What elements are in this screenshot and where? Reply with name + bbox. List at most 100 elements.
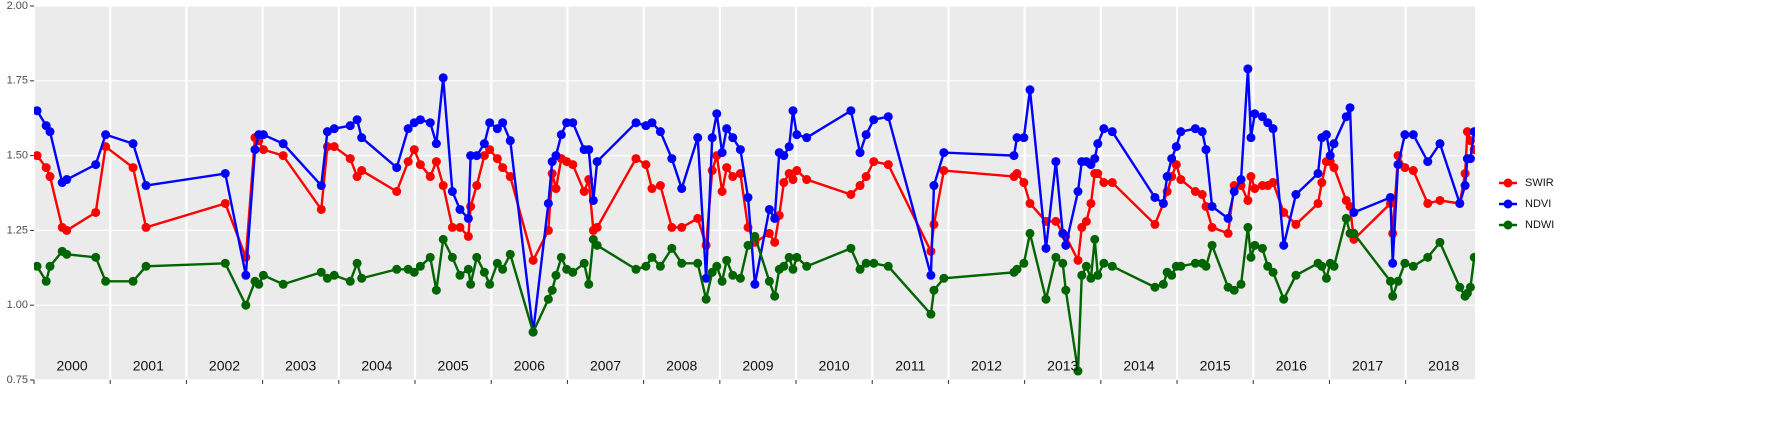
point <box>431 285 441 295</box>
point <box>1257 243 1267 253</box>
point <box>701 273 711 283</box>
point <box>62 225 72 235</box>
point <box>329 142 339 152</box>
point <box>258 270 268 280</box>
point <box>357 273 367 283</box>
point <box>1041 294 1051 304</box>
point <box>1250 109 1260 119</box>
point <box>926 309 936 319</box>
year-label: 2009 <box>742 358 773 374</box>
point <box>1329 139 1339 149</box>
point <box>1321 130 1331 140</box>
point <box>677 184 687 194</box>
point <box>1207 222 1217 232</box>
point <box>472 181 482 191</box>
point <box>1465 282 1475 292</box>
point <box>1051 157 1061 167</box>
point <box>62 175 72 185</box>
point <box>1423 252 1433 262</box>
point <box>735 273 745 283</box>
point <box>1207 240 1217 250</box>
point <box>141 261 151 271</box>
point <box>784 142 794 152</box>
point <box>1313 169 1323 179</box>
point <box>447 252 457 262</box>
plot-marks <box>34 64 1475 376</box>
point <box>101 276 111 286</box>
point <box>1197 189 1207 199</box>
point <box>551 184 561 194</box>
point <box>770 291 780 301</box>
point <box>655 127 665 137</box>
point <box>1408 130 1418 140</box>
point <box>1190 187 1200 197</box>
point <box>556 130 566 140</box>
point <box>505 249 515 259</box>
point <box>1257 112 1267 122</box>
point <box>62 249 72 259</box>
point <box>1081 216 1091 226</box>
point <box>764 276 774 286</box>
point <box>1086 198 1096 208</box>
point <box>316 204 326 214</box>
point <box>141 222 151 232</box>
point <box>220 169 230 179</box>
point <box>792 166 802 176</box>
point <box>466 279 476 289</box>
point <box>1073 187 1083 197</box>
point <box>779 178 789 188</box>
point <box>455 270 465 280</box>
point <box>1167 154 1177 164</box>
point <box>792 130 802 140</box>
year-label: 2011 <box>895 358 925 374</box>
y-tick-label: 2.00 <box>7 0 28 12</box>
point <box>655 181 665 191</box>
point <box>505 136 515 146</box>
point <box>505 172 515 182</box>
point <box>641 261 651 271</box>
year-label: 2008 <box>666 358 697 374</box>
year-label: 2002 <box>209 358 240 374</box>
point <box>784 252 794 262</box>
point <box>588 195 598 205</box>
point <box>861 172 871 182</box>
year-label: 2000 <box>57 358 88 374</box>
point <box>34 261 42 271</box>
year-label: 2004 <box>361 358 392 374</box>
point <box>403 124 413 134</box>
point <box>712 261 722 271</box>
point <box>45 172 55 182</box>
point <box>415 115 425 125</box>
y-tick-label: 1.75 <box>7 75 28 87</box>
point <box>241 270 251 280</box>
point <box>568 267 578 277</box>
point <box>1268 267 1278 277</box>
point <box>543 198 553 208</box>
year-label: 2018 <box>1428 358 1459 374</box>
point <box>1469 127 1475 137</box>
point <box>792 252 802 262</box>
point <box>1263 118 1273 128</box>
point <box>425 252 435 262</box>
point <box>750 279 760 289</box>
point <box>128 276 138 286</box>
point <box>764 204 774 214</box>
point <box>241 300 251 310</box>
point <box>722 255 732 265</box>
point <box>141 181 151 191</box>
point <box>455 204 465 214</box>
point <box>1012 133 1022 143</box>
year-label: 2017 <box>1352 358 1383 374</box>
point <box>1268 124 1278 134</box>
point <box>1393 276 1403 286</box>
point <box>357 166 367 176</box>
legend-point <box>1503 220 1513 230</box>
year-label: 2010 <box>819 358 850 374</box>
point <box>220 198 230 208</box>
point <box>472 252 482 262</box>
point <box>592 222 602 232</box>
point <box>1236 279 1246 289</box>
point <box>425 172 435 182</box>
point <box>647 252 657 262</box>
point <box>667 243 677 253</box>
